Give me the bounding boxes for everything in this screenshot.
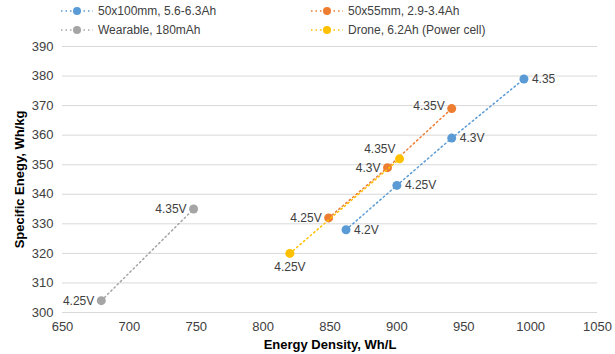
svg-text:1050: 1050 <box>583 319 612 334</box>
svg-text:850: 850 <box>319 319 341 334</box>
svg-text:340: 340 <box>32 186 54 201</box>
svg-text:320: 320 <box>32 246 54 261</box>
svg-text:650: 650 <box>52 319 74 334</box>
svg-text:4.2V: 4.2V <box>354 223 379 237</box>
html-text:50x100mm, 5.6-6.3Ah: 50x100mm, 5.6-6.3Ah <box>98 4 217 19</box>
svg-text:800: 800 <box>252 319 274 334</box>
svg-text:Energy Density, Wh/L: Energy Density, Wh/L <box>264 337 397 352</box>
svg-text:330: 330 <box>32 216 54 231</box>
svg-text:750: 750 <box>185 319 207 334</box>
svg-text:350: 350 <box>32 157 54 172</box>
svg-text:1000: 1000 <box>516 319 545 334</box>
html-text:Wearable, 180mAh: Wearable, 180mAh <box>98 22 201 37</box>
svg-text:4.25V: 4.25V <box>274 260 305 274</box>
svg-text:4.35V: 4.35V <box>155 202 186 216</box>
svg-text:4.35: 4.35 <box>532 72 556 86</box>
svg-text:390: 390 <box>32 39 54 54</box>
html-text:Drone, 6.2Ah (Power cell): Drone, 6.2Ah (Power cell) <box>348 22 486 37</box>
svg-text:4.25V: 4.25V <box>290 211 321 225</box>
html-text:50x55mm, 2.9-3.4Ah: 50x55mm, 2.9-3.4Ah <box>348 4 460 19</box>
svg-text:310: 310 <box>32 275 54 290</box>
svg-text:370: 370 <box>32 98 54 113</box>
svg-text:Specific Enegy, Wh/kg: Specific Enegy, Wh/kg <box>12 111 27 249</box>
svg-text:4.3V: 4.3V <box>356 161 381 175</box>
svg-text:380: 380 <box>32 68 54 83</box>
svg-text:700: 700 <box>119 319 141 334</box>
svg-text:4.25V: 4.25V <box>405 178 436 192</box>
svg-text:4.25V: 4.25V <box>63 294 94 308</box>
svg-text:4.3V: 4.3V <box>460 131 485 145</box>
svg-text:360: 360 <box>32 127 54 142</box>
svg-text:950: 950 <box>453 319 475 334</box>
svg-text:4.35V: 4.35V <box>413 99 444 113</box>
svg-text:300: 300 <box>32 305 54 320</box>
svg-text:4.35V: 4.35V <box>364 142 395 156</box>
svg-text:900: 900 <box>386 319 408 334</box>
